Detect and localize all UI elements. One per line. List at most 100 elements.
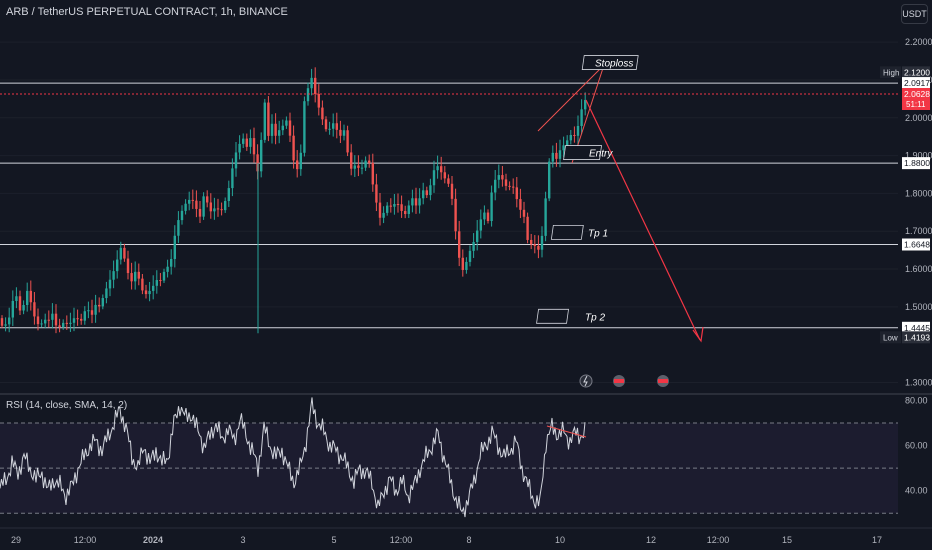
rsi-tick-label: 80.00	[905, 396, 928, 406]
price-label-tag-box	[880, 331, 901, 344]
candle-body	[202, 196, 205, 217]
price-label-value: 2.0917	[904, 78, 930, 88]
candle-body	[180, 210, 184, 221]
candle-body	[458, 231, 461, 258]
lightning-icon	[579, 374, 593, 388]
candle-body	[296, 160, 299, 170]
candle-body	[245, 138, 248, 147]
candle-body	[234, 152, 238, 169]
candle-body	[184, 203, 187, 211]
annotation-text: Tp 1	[588, 228, 608, 239]
candle-body	[346, 130, 349, 153]
candle-body	[393, 204, 396, 207]
candle-body	[33, 302, 36, 317]
price-label: High 2.1200	[880, 66, 930, 79]
wedge-upper-line	[537, 64, 605, 132]
price-label: 1.4445	[902, 321, 930, 334]
candle-body	[166, 266, 169, 272]
candle-body	[328, 128, 331, 130]
grid-lines	[0, 41, 898, 383]
price-label: 2.0917	[902, 77, 930, 90]
time-tick-label: 17	[872, 535, 882, 545]
candle-body	[252, 138, 256, 155]
candle-body	[137, 271, 140, 279]
candle-body	[220, 209, 223, 211]
annotation-text: Tp 2	[585, 312, 605, 323]
candle-body	[342, 130, 346, 136]
candle-body	[263, 102, 266, 140]
candle-body	[432, 170, 436, 186]
candle-body	[36, 316, 40, 325]
candle-body	[483, 212, 486, 220]
rsi-divergence-drawing[interactable]	[546, 425, 587, 438]
candle-body	[278, 130, 281, 136]
candle-body	[522, 209, 526, 217]
candle-body	[15, 296, 18, 301]
candles	[0, 67, 587, 334]
annotation-box	[563, 145, 602, 160]
candle-body	[90, 310, 94, 315]
candle-body	[350, 152, 353, 169]
candle-body	[562, 145, 565, 151]
candle-body	[162, 271, 166, 281]
candle-body	[339, 129, 342, 136]
candle-body	[357, 165, 360, 168]
candle-body	[429, 185, 432, 196]
candle-body	[76, 318, 79, 320]
annotation-labels[interactable]: Stoploss Entry Tp 1 Tp 2	[536, 55, 639, 324]
candle-body	[443, 172, 446, 179]
candle-body	[526, 216, 529, 240]
horizontal-levels[interactable]	[0, 82, 898, 329]
candle-body	[314, 77, 317, 94]
candle-body	[134, 271, 137, 282]
candle-body	[310, 77, 313, 89]
time-tick-label: 3	[240, 535, 245, 545]
candle-body	[11, 300, 14, 318]
candle-body	[558, 150, 562, 159]
candle-body	[425, 190, 428, 196]
annotation-text: Entry	[589, 149, 613, 160]
candle-body	[141, 278, 144, 291]
candle-body	[317, 93, 320, 108]
candle-body	[173, 235, 176, 260]
candle-body	[360, 167, 364, 169]
candle-body	[465, 261, 468, 270]
candle-body	[501, 175, 504, 180]
candle-body	[418, 198, 421, 206]
candle-body	[486, 212, 490, 222]
annotation-entry: Entry	[563, 145, 613, 160]
candle-body	[584, 99, 587, 110]
countdown-timer: 51:11	[906, 100, 926, 109]
time-tick-label: 12:00	[74, 535, 97, 545]
price-label-value: 1.8800	[904, 158, 930, 168]
candle-body	[375, 184, 378, 203]
time-tick-label: 2024	[143, 535, 163, 545]
candle-body	[515, 187, 518, 200]
price-tick-label: 2.2000	[905, 37, 932, 47]
time-tick-label: 12:00	[390, 535, 413, 545]
price-label-tag: Low	[883, 333, 898, 342]
candle-body	[404, 210, 407, 215]
candle-body	[371, 162, 374, 185]
candle-body	[281, 125, 284, 131]
candle-body	[569, 134, 572, 141]
candle-body	[105, 288, 108, 299]
lightning-icon-glyph	[583, 375, 588, 387]
currency-button[interactable]: USDT	[901, 4, 928, 24]
candle-body	[8, 317, 11, 325]
price-label-box	[902, 331, 930, 344]
candle-body	[191, 199, 194, 201]
candle-body	[476, 230, 479, 242]
time-tick-label: 8	[466, 535, 471, 545]
candle-body	[353, 165, 356, 169]
candle-body	[519, 199, 522, 210]
candle-body	[87, 310, 90, 312]
candle-body	[188, 199, 191, 204]
candle-body	[396, 204, 400, 206]
candle-body	[533, 244, 536, 246]
price-label-box	[902, 157, 930, 170]
event-icons[interactable]	[579, 374, 669, 388]
candle-body	[303, 101, 306, 153]
projection-arrow[interactable]	[585, 99, 704, 343]
